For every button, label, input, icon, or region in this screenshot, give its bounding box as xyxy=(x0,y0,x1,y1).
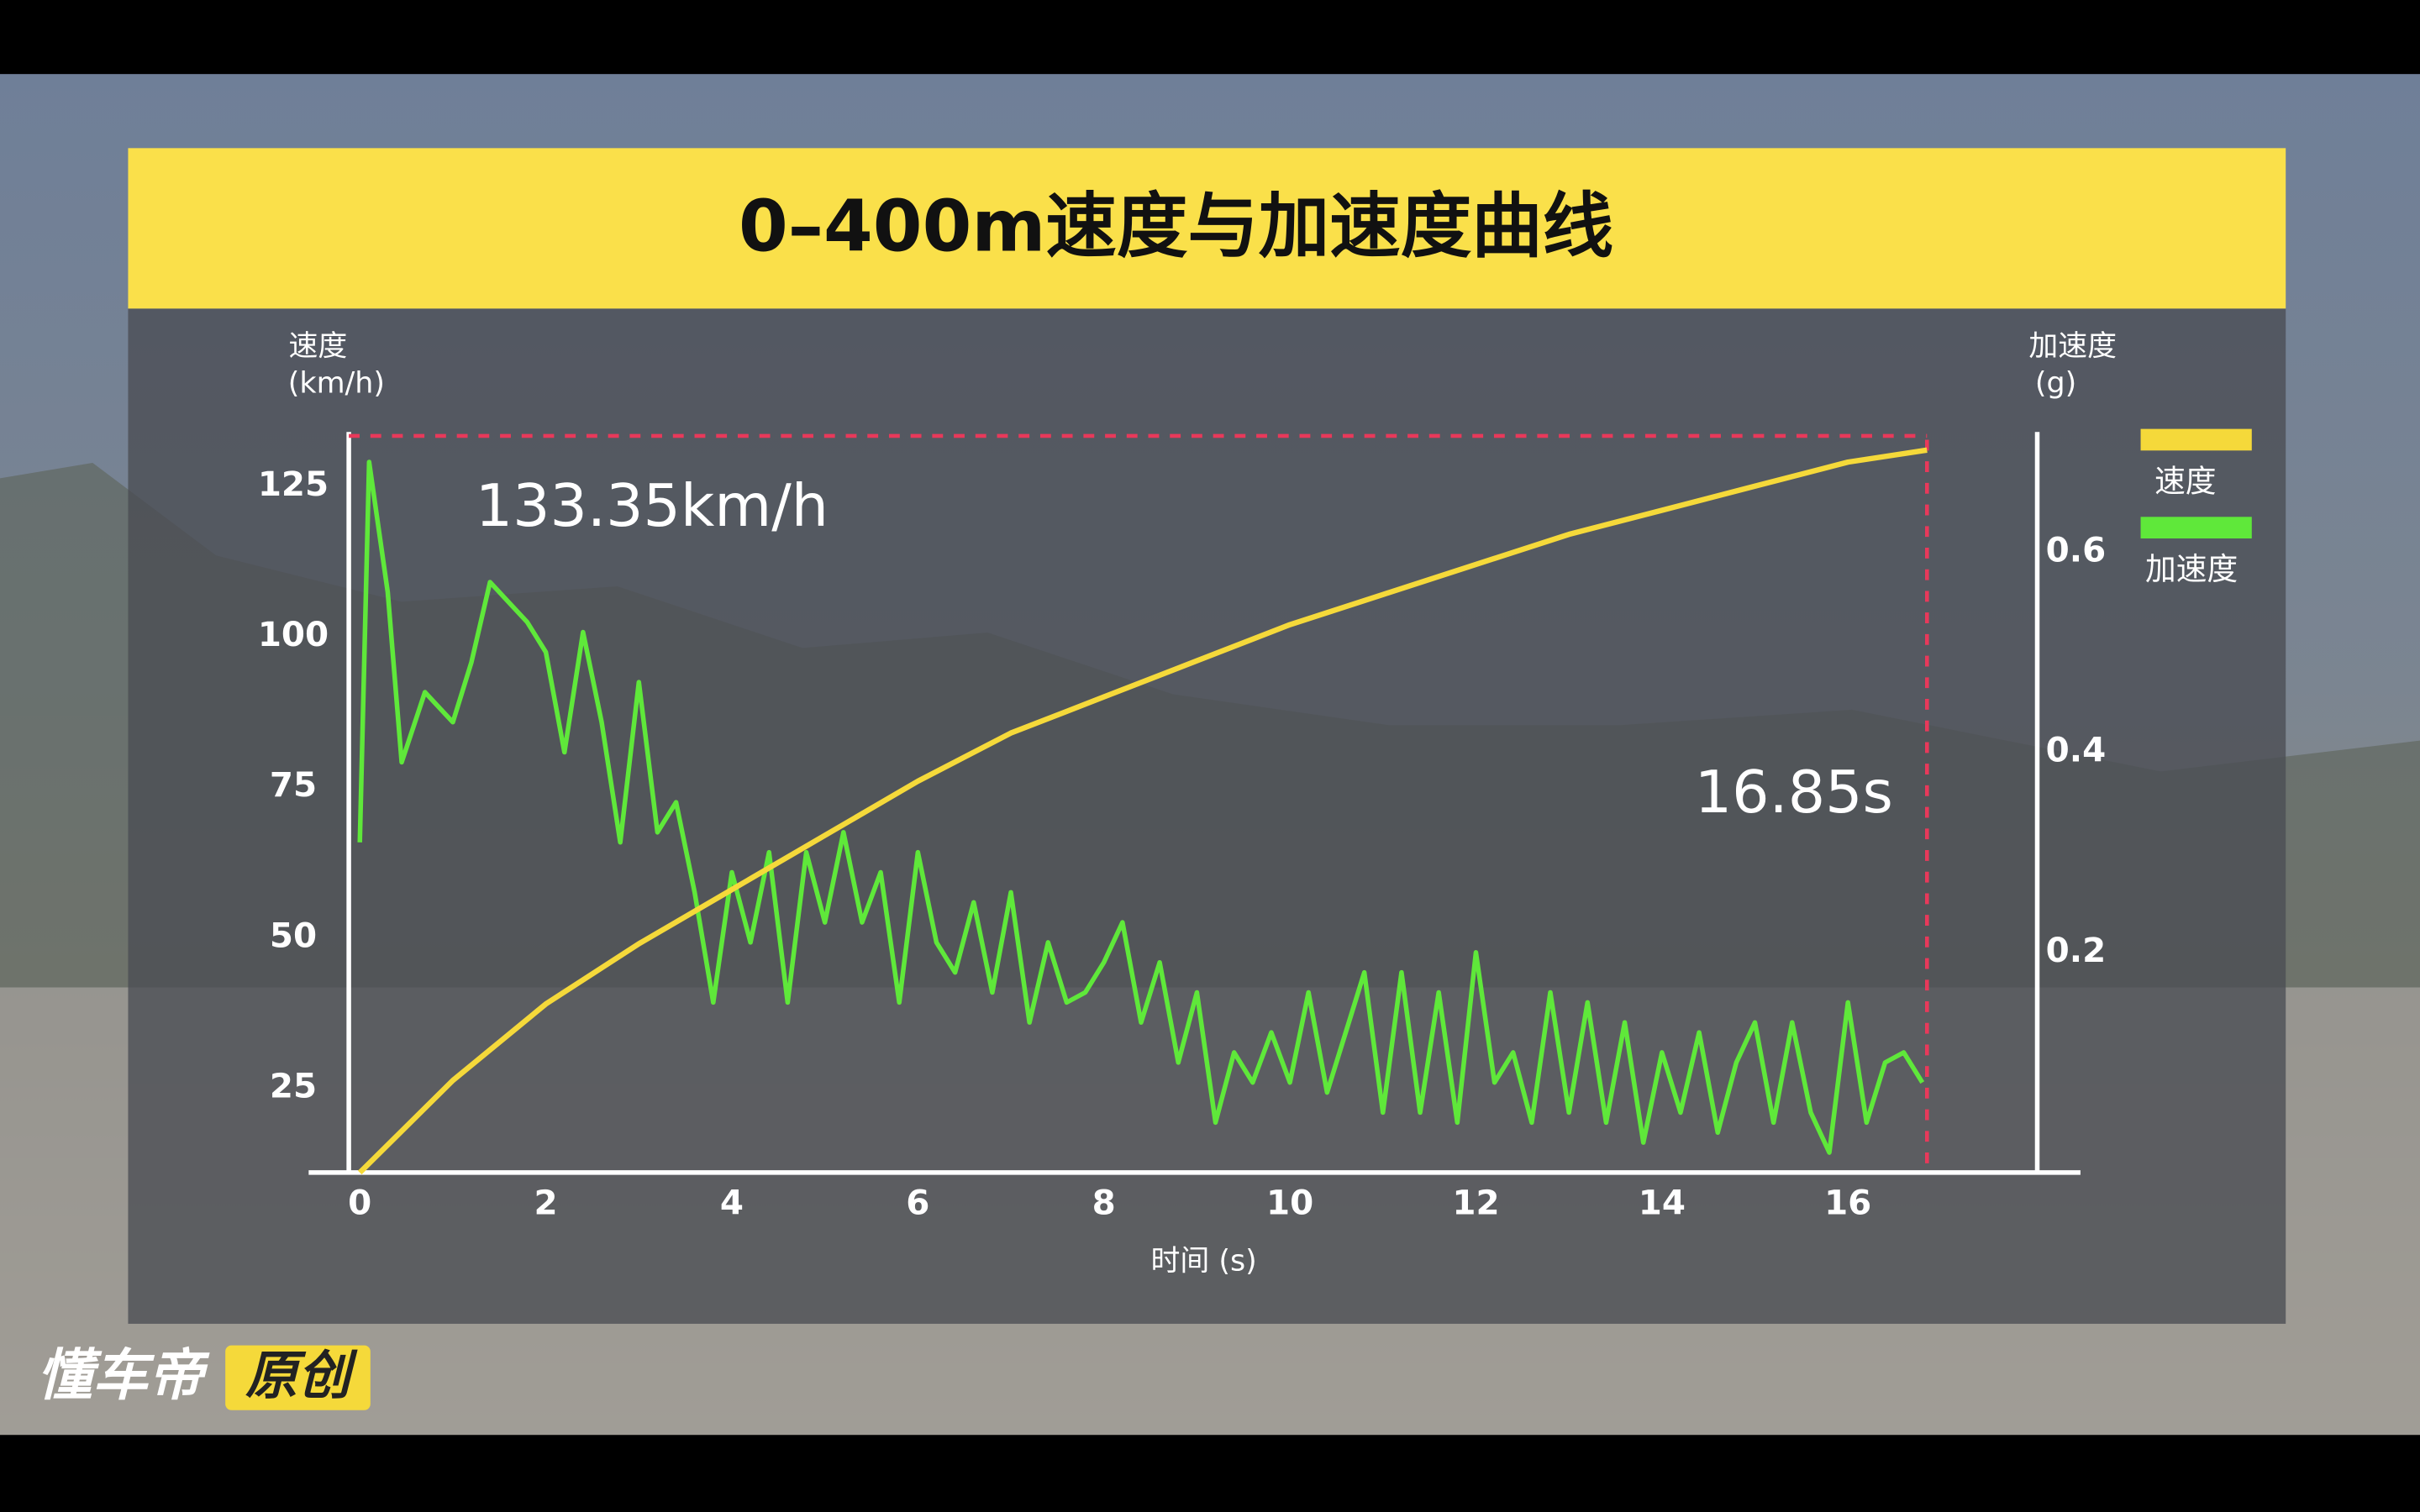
y-tick-label: 125 xyxy=(258,464,329,504)
y2-tick-label: 0.4 xyxy=(2046,730,2107,770)
watermark: 懂车帝 原创 xyxy=(37,1343,371,1410)
annotation: 133.35km/h xyxy=(476,472,829,540)
legend-label: 加速度 xyxy=(2145,551,2238,587)
watermark-tag: 原创 xyxy=(245,1345,358,1406)
y-tick-label: 50 xyxy=(270,915,317,955)
chart-title: 0–400m速度与加速度曲线 xyxy=(739,185,1613,267)
series-line xyxy=(357,459,1925,1155)
legend-swatch xyxy=(2140,517,2252,539)
y-tick-label: 25 xyxy=(270,1066,317,1106)
annotation: 16.85s xyxy=(1695,759,1893,827)
x-tick-label: 14 xyxy=(1639,1182,1686,1222)
x-tick-label: 10 xyxy=(1266,1182,1313,1222)
y-axis-title: 速度 xyxy=(288,329,347,363)
y-tick-label: 100 xyxy=(258,614,329,654)
x-tick-label: 4 xyxy=(720,1182,744,1222)
title-band xyxy=(128,148,2286,309)
x-tick-label: 0 xyxy=(348,1182,371,1222)
x-axis-title: 时间 (s) xyxy=(1151,1244,1257,1278)
x-tick-label: 12 xyxy=(1452,1182,1499,1222)
x-tick-label: 6 xyxy=(906,1182,929,1222)
x-tick-label: 2 xyxy=(534,1182,558,1222)
y2-tick-label: 0.2 xyxy=(2046,930,2107,970)
y2-axis-title: 加速度 xyxy=(2028,329,2117,363)
y-tick-label: 75 xyxy=(270,764,317,805)
legend-swatch xyxy=(2140,428,2252,451)
x-tick-label: 16 xyxy=(1824,1182,1871,1222)
x-tick-label: 8 xyxy=(1092,1182,1116,1222)
y2-tick-label: 0.6 xyxy=(2046,529,2107,570)
legend-label: 速度 xyxy=(2154,463,2216,499)
watermark-brand: 懂车帝 xyxy=(37,1343,210,1408)
y-axis-unit: (km/h) xyxy=(288,366,385,400)
y2-axis-unit: (g) xyxy=(2035,366,2076,400)
watermark-tag-bg xyxy=(225,1345,371,1410)
series-line xyxy=(357,447,1928,1175)
